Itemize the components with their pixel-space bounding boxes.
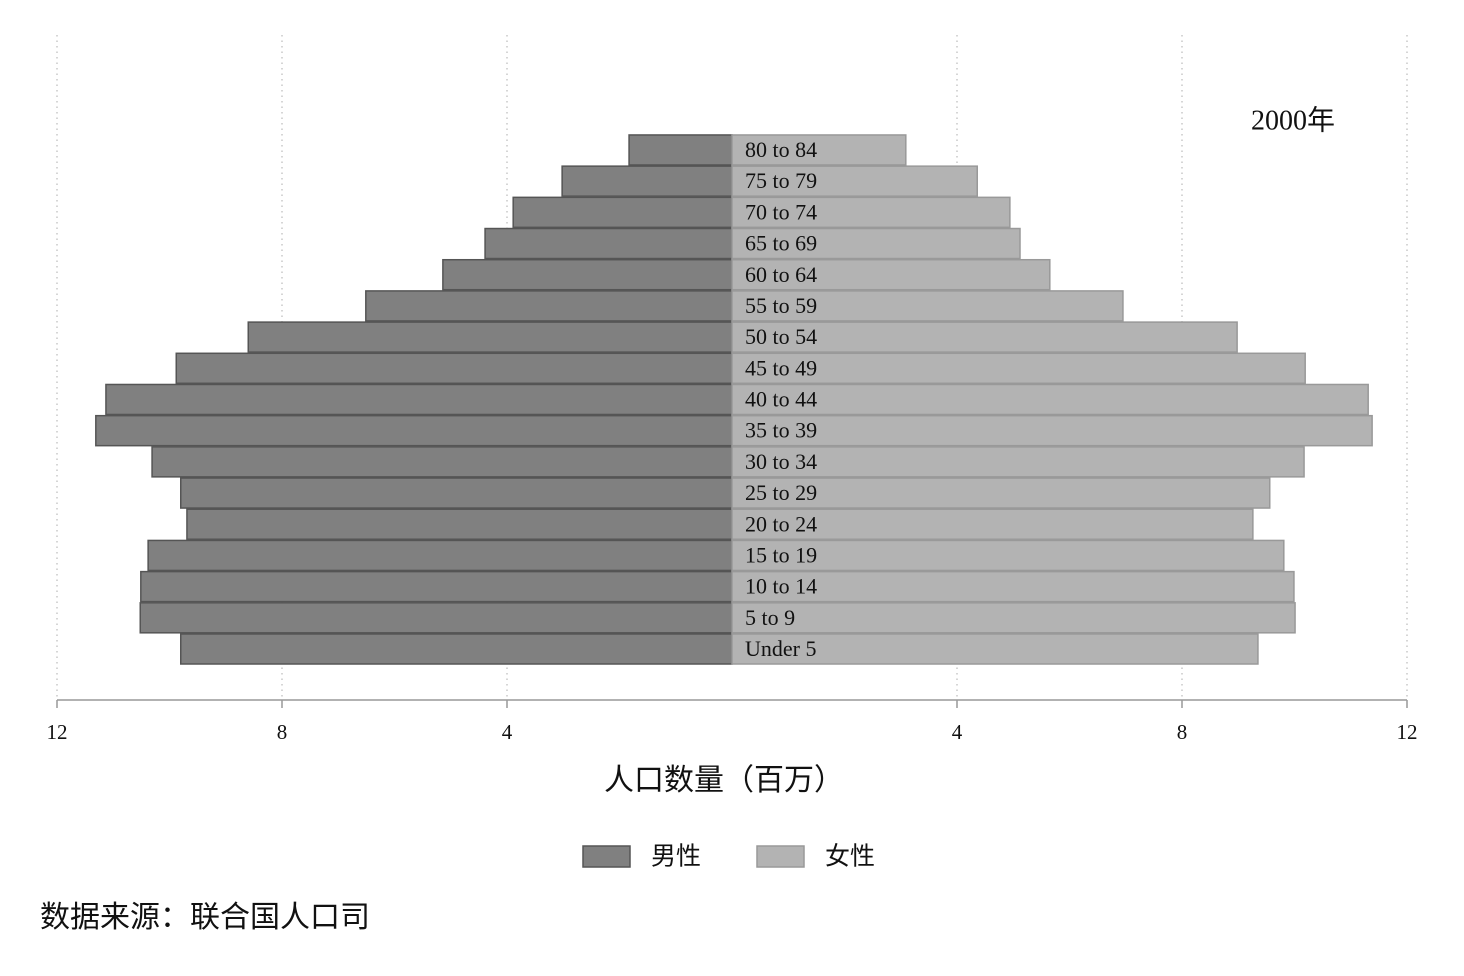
bar [628,134,733,166]
bar [147,539,733,572]
category-label: 25 to 29 [745,480,817,505]
legend-swatch [582,845,631,868]
bar [151,446,733,478]
bar [365,290,733,322]
bar [180,477,733,509]
annotation: 2000年 [1251,104,1335,136]
legend-label: 男性 [651,843,701,871]
bar [731,633,1259,665]
bar [731,539,1285,572]
bar [186,508,733,540]
category-label: 10 to 14 [745,574,817,599]
bar [561,165,733,197]
bar [484,227,733,260]
bar [442,258,733,291]
category-label: 80 to 84 [745,137,817,162]
bar [247,321,733,353]
bar [731,258,1051,291]
bar [731,227,1021,260]
bar [140,570,733,603]
bar [95,414,733,447]
category-label: 55 to 59 [745,293,817,318]
bar [731,508,1254,540]
category-label: 65 to 69 [745,231,817,256]
category-label: 75 to 79 [745,168,817,193]
bar [731,290,1124,322]
bar [731,165,978,197]
bar [731,352,1306,385]
source: 数据来源：联合国人口司 [40,901,370,934]
category-label: 50 to 54 [745,324,817,349]
category-label: 30 to 34 [745,449,817,474]
bar [731,602,1296,634]
bar [512,196,733,229]
bar [180,633,733,665]
category-label: 60 to 64 [745,262,817,287]
legend-swatch [756,845,805,868]
category-label: 40 to 44 [745,387,817,412]
category-label: 15 to 19 [745,542,817,567]
bar [731,477,1271,509]
bar [175,352,733,385]
bar [139,602,733,634]
bar [731,570,1295,603]
bar [731,414,1373,447]
bar [731,196,1011,229]
category-label: 5 to 9 [745,605,795,630]
category-label: 45 to 49 [745,355,817,380]
category-label: Under 5 [745,636,816,661]
bar [105,383,733,416]
category-label: 70 to 74 [745,199,817,224]
x-tick-label: 12 [1397,720,1418,744]
bar [731,446,1305,478]
x-axis-label: 人口数量（百万） [604,764,844,797]
x-tick-label: 4 [502,720,513,744]
x-tick-label: 4 [952,720,963,744]
category-label: 35 to 39 [745,418,817,443]
x-tick-label: 8 [1177,720,1188,744]
bar [731,383,1369,416]
bar [731,134,907,166]
x-tick-label: 8 [277,720,288,744]
bar [731,321,1238,353]
legend-label: 女性 [825,843,875,871]
category-label: 20 to 24 [745,511,817,536]
x-tick-label: 12 [47,720,68,744]
